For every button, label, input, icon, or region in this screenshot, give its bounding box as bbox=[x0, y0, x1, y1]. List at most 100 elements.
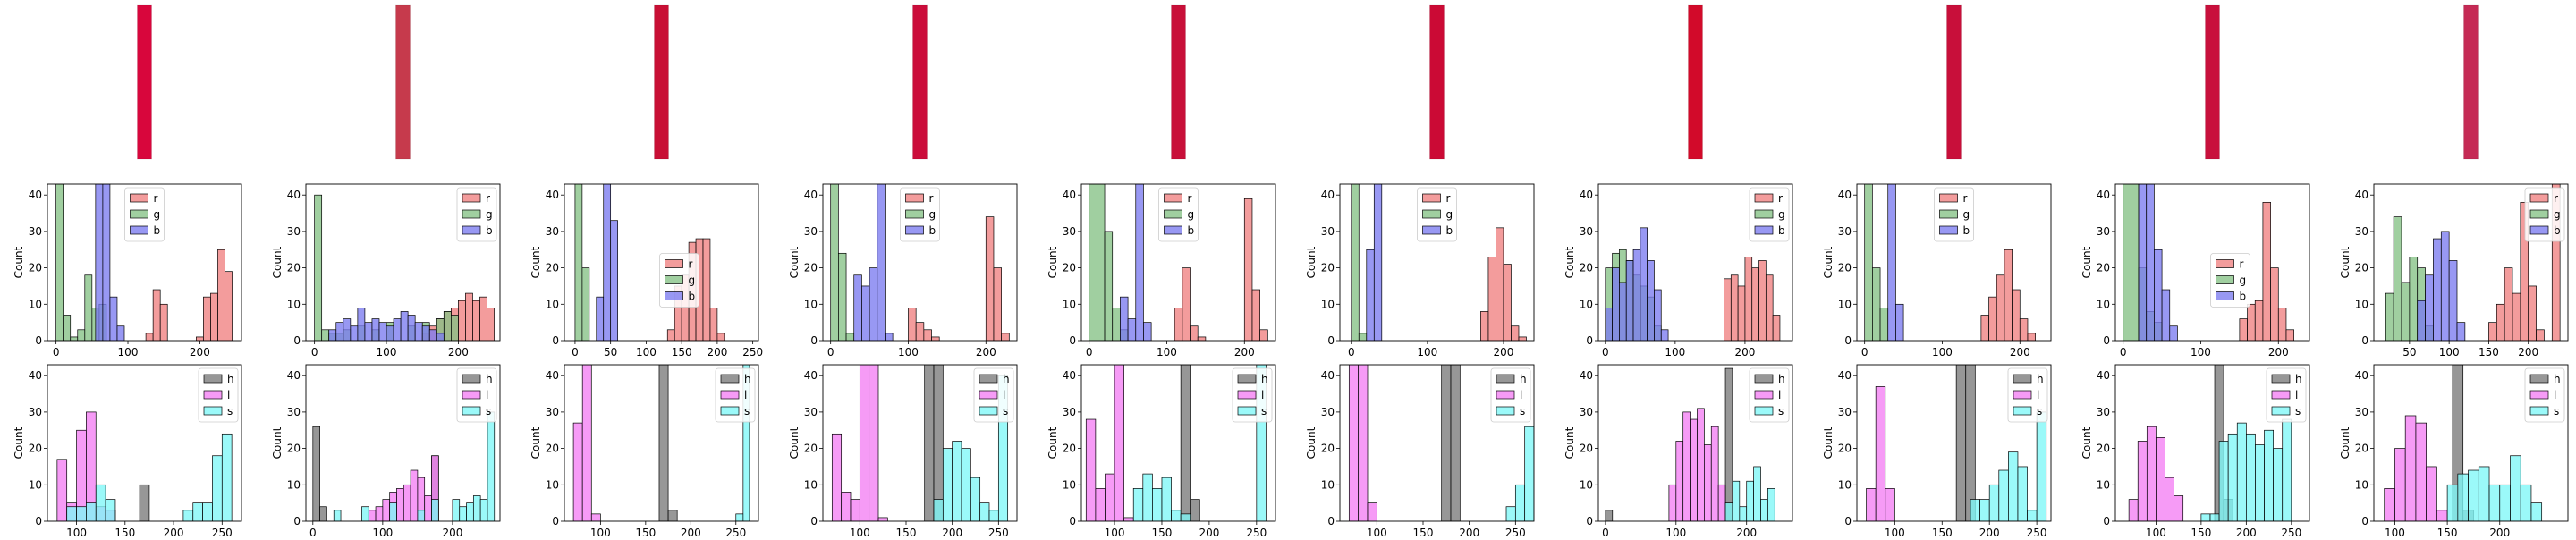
bar-l bbox=[1710, 426, 1719, 521]
y-tick-label: 10 bbox=[2097, 478, 2110, 491]
legend-label-g: g bbox=[1963, 208, 1970, 221]
legend-label-h: h bbox=[227, 373, 234, 385]
legend-swatch-b bbox=[1939, 225, 1958, 235]
bar-s bbox=[76, 506, 87, 521]
legend-swatch-b bbox=[130, 225, 148, 235]
y-tick-label: 10 bbox=[1063, 478, 1076, 491]
bar-s bbox=[2282, 418, 2292, 521]
x-tick-label: 100 bbox=[2190, 346, 2211, 359]
bar-h bbox=[933, 365, 944, 521]
bar-b bbox=[386, 325, 394, 341]
x-tick-label: 0 bbox=[2120, 346, 2127, 359]
legend-label-l: l bbox=[2554, 389, 2556, 401]
bar-r bbox=[1511, 325, 1520, 341]
legend-label-g: g bbox=[689, 274, 696, 287]
y-tick-label: 30 bbox=[804, 225, 818, 238]
y-tick-label: 40 bbox=[1321, 369, 1335, 382]
x-tick-label: 50 bbox=[604, 346, 617, 359]
legend-label-r: r bbox=[1188, 192, 1192, 205]
bar-l bbox=[859, 365, 870, 521]
bar-g bbox=[2393, 216, 2402, 341]
bars-group bbox=[574, 184, 725, 341]
y-tick-label: 0 bbox=[1586, 515, 1593, 527]
y-tick-label: 40 bbox=[1580, 189, 1593, 201]
y-tick-label: 40 bbox=[804, 369, 818, 382]
y-tick-label: 10 bbox=[1580, 478, 1593, 491]
y-tick-label: 40 bbox=[1838, 189, 1852, 201]
bar-r bbox=[210, 292, 218, 341]
bar-b bbox=[371, 318, 380, 341]
plot-frame bbox=[47, 364, 242, 522]
legend: rgb bbox=[1158, 187, 1199, 242]
y-axis-label: Count bbox=[1822, 426, 1835, 459]
y-tick-label: 40 bbox=[29, 369, 42, 382]
bar-s bbox=[2499, 484, 2511, 521]
x-tick-label: 100 bbox=[2385, 527, 2405, 536]
bars-group bbox=[1351, 184, 1527, 341]
x-tick-label: 200 bbox=[2268, 346, 2289, 359]
legend-label-b: b bbox=[1778, 224, 1785, 237]
bar-s bbox=[735, 513, 744, 521]
legend-swatch-g bbox=[2529, 209, 2549, 219]
y-tick-label: 30 bbox=[1580, 225, 1593, 238]
y-tick-label: 10 bbox=[1063, 298, 1076, 310]
bar-g bbox=[2131, 184, 2140, 341]
bar-b bbox=[102, 184, 111, 341]
x-tick-label: 100 bbox=[118, 346, 139, 359]
bar-s bbox=[1514, 484, 1526, 521]
bar-r bbox=[145, 333, 154, 341]
bar-r bbox=[2004, 249, 2012, 341]
legend-swatch-r bbox=[1754, 193, 1774, 203]
bar-r bbox=[1496, 227, 1504, 341]
y-tick-label: 40 bbox=[287, 189, 301, 201]
legend-label-l: l bbox=[2037, 389, 2039, 401]
y-tick-label: 0 bbox=[810, 515, 818, 527]
y-tick-label: 0 bbox=[1069, 334, 1076, 347]
x-tick-label: 200 bbox=[1234, 346, 1255, 359]
legend-label-s: s bbox=[1003, 405, 1008, 418]
bar-r bbox=[217, 249, 225, 341]
x-tick-label: 200 bbox=[2236, 527, 2257, 536]
bar-b bbox=[357, 308, 366, 341]
y-axis-label: Count bbox=[788, 426, 801, 459]
legend-swatch-r bbox=[2529, 193, 2549, 203]
plot-frame bbox=[1856, 364, 2052, 522]
legend: rgb bbox=[1417, 187, 1457, 242]
bars-group bbox=[1089, 184, 1268, 341]
bar-r bbox=[1737, 285, 1746, 341]
x-tick-label: 200 bbox=[2489, 527, 2510, 536]
plot-frame bbox=[564, 183, 759, 342]
legend-swatch-g bbox=[1164, 209, 1182, 219]
bar-s bbox=[2227, 433, 2238, 521]
y-axis-label: Count bbox=[1046, 246, 1059, 278]
bar-l bbox=[396, 488, 404, 521]
legend-label-g: g bbox=[154, 208, 161, 221]
x-tick-label: 200 bbox=[2518, 346, 2538, 359]
bar-s bbox=[933, 499, 944, 521]
y-axis-label: Count bbox=[2339, 426, 2351, 459]
bar-b bbox=[1895, 303, 1904, 341]
y-tick-label: 10 bbox=[1838, 298, 1852, 310]
bar-b bbox=[116, 325, 125, 341]
swatch-edge bbox=[654, 4, 669, 160]
x-tick-label: 200 bbox=[1494, 346, 1514, 359]
y-tick-label: 30 bbox=[1580, 406, 1593, 418]
bar-g bbox=[2123, 184, 2131, 341]
bar-l bbox=[1866, 488, 1877, 521]
bar-r bbox=[1758, 260, 1767, 341]
legend-swatch-s bbox=[203, 406, 223, 416]
y-tick-label: 40 bbox=[546, 189, 559, 201]
bar-b bbox=[1143, 322, 1152, 341]
x-tick-label: 200 bbox=[1734, 346, 1755, 359]
legend-swatch-h bbox=[2529, 374, 2549, 384]
bar-l bbox=[2415, 422, 2427, 521]
bar-l bbox=[1875, 386, 1886, 521]
y-tick-label: 20 bbox=[804, 443, 818, 455]
legend-swatch-g bbox=[130, 209, 148, 219]
bar-s bbox=[431, 499, 439, 521]
legend-label-b: b bbox=[929, 224, 936, 237]
x-tick-label: 150 bbox=[635, 527, 656, 536]
y-tick-label: 30 bbox=[2097, 225, 2110, 238]
bar-s bbox=[1524, 426, 1534, 521]
legend-swatch-h bbox=[203, 374, 223, 384]
